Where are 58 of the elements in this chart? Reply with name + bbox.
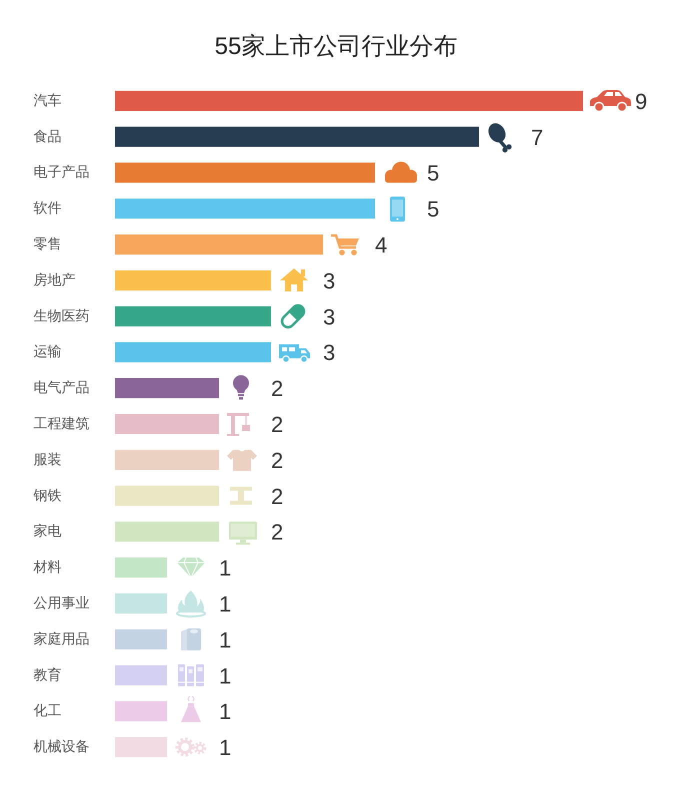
bar <box>115 558 167 578</box>
bar <box>115 629 167 650</box>
data-label: 1 <box>219 591 232 616</box>
bar <box>115 126 479 147</box>
bar <box>115 593 167 614</box>
bar <box>115 665 167 686</box>
data-label: 2 <box>271 484 284 509</box>
bar <box>115 737 167 758</box>
y-tick-label: 运输 <box>34 343 62 360</box>
y-tick-label: 材料 <box>32 558 62 575</box>
y-tick-label: 服装 <box>34 450 62 467</box>
y-tick-label: 食品 <box>34 128 62 144</box>
y-tick-label: 公用事业 <box>34 594 90 610</box>
data-label: 2 <box>271 376 284 402</box>
bar <box>115 701 167 722</box>
bar <box>115 270 271 290</box>
y-tick-label: 房地产 <box>34 271 76 288</box>
data-label: 1 <box>219 627 232 652</box>
y-tick-label: 零售 <box>34 236 62 252</box>
y-tick-label: 教育 <box>34 666 62 682</box>
data-label: 1 <box>219 663 232 688</box>
data-label: 2 <box>271 520 284 545</box>
bar <box>115 198 375 219</box>
data-label: 5 <box>427 196 440 222</box>
data-label: 1 <box>219 556 232 581</box>
y-tick-label: 机械设备 <box>34 738 90 754</box>
bar <box>115 162 375 183</box>
y-tick-label: 电气产品 <box>34 379 90 396</box>
y-tick-label: 家庭用品 <box>34 630 90 646</box>
data-label: 4 <box>375 232 388 258</box>
data-label: 7 <box>531 124 544 150</box>
y-tick-label: 工程建筑 <box>34 415 90 431</box>
bar <box>115 450 219 470</box>
bar <box>115 306 271 326</box>
bar <box>115 90 583 111</box>
bar <box>115 414 219 434</box>
data-label: 3 <box>323 268 336 294</box>
bar <box>115 486 219 506</box>
y-tick-label: 生物医药 <box>34 307 90 324</box>
data-label: 3 <box>323 340 336 366</box>
y-tick-label: 家电 <box>34 522 62 539</box>
y-tick-label: 化工 <box>34 702 62 718</box>
bar <box>115 342 271 362</box>
y-tick-label: 电子产品 <box>34 164 90 180</box>
data-label: 1 <box>219 699 232 724</box>
chart-title: 55家上市公司行业分布 <box>214 33 458 60</box>
bar <box>115 522 219 542</box>
y-tick-label: 软件 <box>34 200 62 216</box>
data-label: 5 <box>427 160 440 186</box>
data-label: 3 <box>323 304 336 330</box>
data-label: 1 <box>219 735 232 760</box>
bar <box>115 234 323 255</box>
data-label: 9 <box>635 88 648 114</box>
y-tick-label: 汽车 <box>34 92 62 108</box>
bar <box>115 378 219 398</box>
data-label: 2 <box>271 448 284 473</box>
data-label: 2 <box>271 412 284 437</box>
y-tick-label: 钢铁 <box>32 486 62 503</box>
